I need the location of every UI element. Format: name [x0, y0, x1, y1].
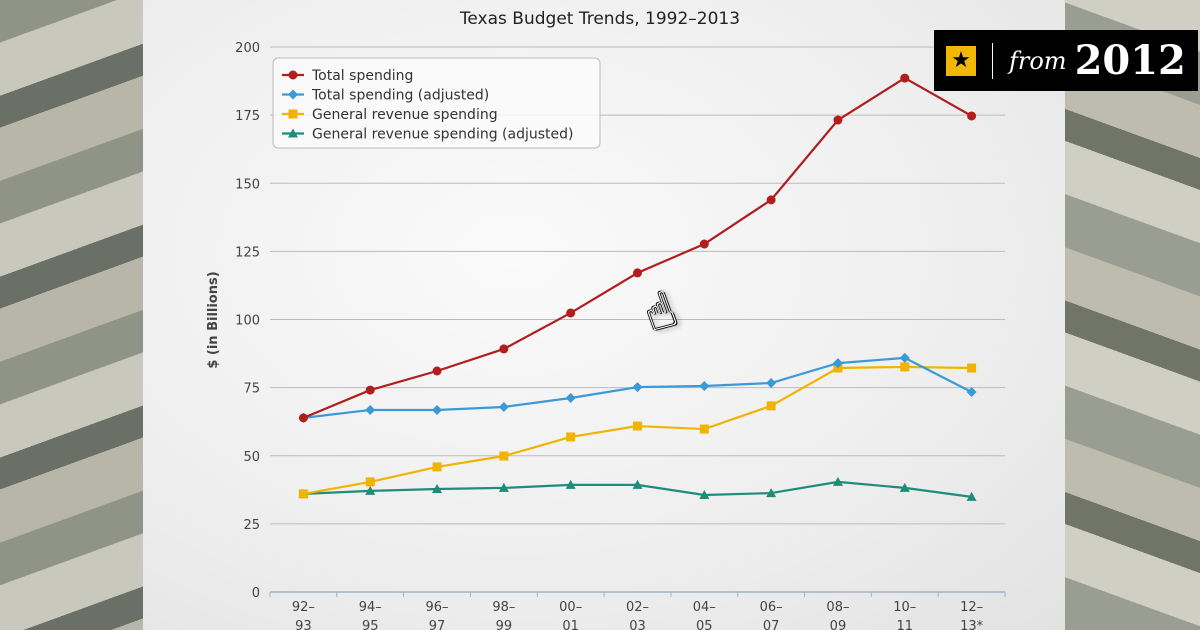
data-point — [967, 363, 977, 373]
data-point — [298, 413, 308, 423]
data-point — [288, 109, 298, 119]
data-point — [699, 489, 710, 499]
data-point — [833, 115, 843, 125]
data-point — [566, 432, 576, 442]
data-point — [899, 482, 910, 492]
y-tick-label: 175 — [235, 109, 260, 124]
legend-label: General revenue spending (adjusted) — [312, 127, 573, 143]
data-point — [498, 482, 509, 492]
badge-divider — [992, 42, 993, 79]
x-tick-label: 01 — [562, 619, 579, 630]
badge-from-label: from — [1009, 46, 1067, 75]
data-point — [365, 385, 375, 395]
data-point — [288, 89, 298, 100]
from-year-badge: ★ from 2012 — [934, 30, 1198, 91]
data-point — [288, 128, 298, 138]
y-tick-label: 0 — [252, 586, 260, 601]
y-tick-label: 50 — [243, 450, 260, 465]
y-tick-label: 25 — [243, 518, 260, 533]
data-point — [766, 401, 776, 411]
chart-legend: Total spending Total spending (adjusted) G… — [272, 57, 601, 149]
data-point — [498, 401, 509, 412]
data-point — [298, 489, 308, 499]
y-tick-label: 75 — [243, 382, 260, 397]
data-point — [766, 488, 777, 498]
x-tick-label: 06– — [760, 600, 783, 615]
data-point — [966, 491, 977, 501]
x-tick-label: 11 — [896, 619, 913, 630]
data-point — [365, 477, 375, 487]
data-point — [632, 479, 643, 489]
data-point — [565, 392, 576, 403]
series-general-revenue-spending-adjusted- — [298, 476, 977, 501]
y-axis-label: $ (in Billions) — [206, 271, 221, 368]
x-tick-label: 07 — [763, 619, 780, 630]
x-tick-label: 00– — [559, 600, 582, 615]
x-tick-label: 13* — [960, 619, 984, 630]
legend-label: Total spending (adjusted) — [311, 88, 489, 104]
data-point — [633, 268, 642, 278]
x-tick-label: 96– — [426, 600, 449, 615]
data-point — [432, 462, 442, 472]
data-point — [832, 358, 843, 369]
legend-label: General revenue spending — [312, 107, 498, 123]
y-tick-label: 125 — [235, 245, 260, 260]
x-tick-label: 98– — [492, 600, 515, 615]
data-point — [633, 421, 642, 431]
data-point — [499, 451, 509, 461]
data-point — [632, 382, 643, 393]
data-point — [699, 380, 710, 391]
legend-box — [272, 57, 601, 149]
data-point — [899, 352, 910, 363]
x-tick-label: 94– — [359, 600, 382, 615]
data-point — [766, 377, 777, 388]
series-total-spending — [298, 73, 977, 423]
data-point — [699, 424, 709, 434]
data-point — [766, 195, 776, 205]
data-point — [832, 476, 843, 486]
legend-label: Total spending — [311, 68, 413, 84]
x-tick-label: 92– — [292, 600, 315, 615]
x-tick-label: 93 — [295, 619, 312, 630]
x-tick-label: 08– — [826, 600, 849, 615]
data-point — [288, 70, 298, 80]
data-point — [900, 73, 910, 83]
chart-title: Texas Budget Trends, 1992–2013 — [459, 9, 740, 29]
x-tick-label: 10– — [893, 600, 916, 615]
data-point — [365, 485, 376, 495]
data-point — [565, 479, 576, 489]
y-tick-label: 100 — [235, 314, 260, 329]
data-point — [432, 404, 443, 415]
y-tick-label: 150 — [235, 177, 260, 192]
data-point — [967, 111, 977, 121]
badge-year: 2012 — [1074, 37, 1186, 84]
x-tick-label: 95 — [362, 619, 379, 630]
x-tick-label: 09 — [830, 619, 847, 630]
x-tick-label: 12– — [960, 600, 983, 615]
money-background-right — [1064, 0, 1200, 630]
x-tick-label: 05 — [696, 619, 713, 630]
data-point — [432, 483, 443, 493]
x-tick-label: 99 — [496, 619, 513, 630]
x-tick-label: 03 — [629, 619, 646, 630]
x-tick-label: 04– — [693, 600, 716, 615]
data-point — [900, 362, 910, 372]
data-point — [966, 386, 977, 397]
y-tick-label: 200 — [235, 41, 260, 56]
x-tick-label: 02– — [626, 600, 649, 615]
data-point — [699, 239, 709, 249]
money-background-left — [0, 0, 145, 630]
data-point — [432, 366, 442, 376]
star-icon: ★ — [946, 45, 976, 76]
series-total-spending-adjusted- — [298, 352, 977, 423]
data-point — [365, 404, 376, 415]
data-point — [566, 308, 576, 318]
x-tick-label: 97 — [429, 619, 446, 630]
data-point — [499, 344, 509, 354]
